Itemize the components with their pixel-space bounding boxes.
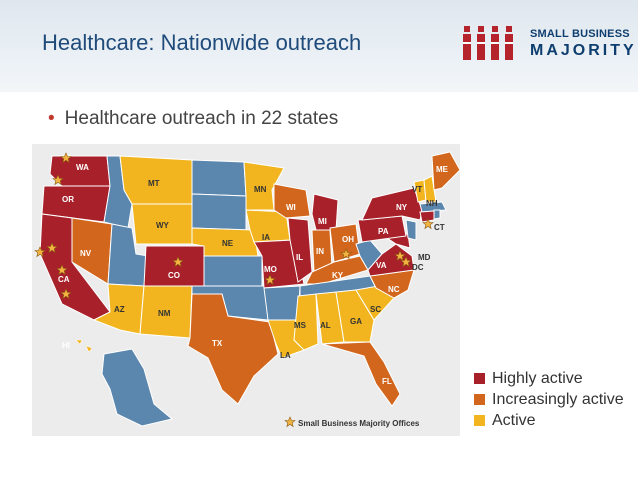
state-hi: [75, 339, 93, 353]
label-fl: FL: [382, 377, 392, 386]
office-star-icon: [60, 152, 72, 164]
label-mi: MI: [318, 217, 327, 226]
label-oh: OH: [342, 235, 354, 244]
us-map: WA OR CA NV MT WY CO AZ NM NE MN IA WI I…: [32, 144, 461, 436]
legend-item-active: Active: [474, 410, 624, 431]
label-il: IL: [296, 253, 303, 262]
label-nm: NM: [158, 309, 171, 318]
state-ks: [203, 255, 263, 287]
state-nd: [191, 159, 247, 197]
state-tx: [187, 293, 279, 405]
label-al: AL: [320, 321, 331, 330]
label-in: IN: [316, 247, 324, 256]
label-me: ME: [436, 165, 449, 174]
state-sd: [191, 193, 247, 231]
office-star-icon: [340, 248, 352, 260]
us-map-svg: WA OR CA NV MT WY CO AZ NM NE MN IA WI I…: [32, 144, 461, 436]
label-wa: WA: [76, 163, 89, 172]
state-mo: [253, 239, 305, 289]
state-ar: [263, 285, 301, 321]
label-wi: WI: [286, 203, 296, 212]
state-wi: [273, 183, 311, 219]
office-star-icon: [60, 288, 72, 300]
legend-item-highly: Highly active: [474, 368, 624, 389]
label-ia: IA: [262, 233, 270, 242]
label-la: LA: [280, 351, 291, 360]
label-ms: MS: [294, 321, 307, 330]
state-co: [143, 245, 205, 287]
label-md: MD: [418, 253, 431, 262]
label-ny: NY: [396, 203, 408, 212]
label-wy: WY: [156, 221, 170, 230]
label-mt: MT: [148, 179, 160, 188]
office-star-icon: [46, 242, 58, 254]
label-dc: DC: [412, 263, 424, 272]
state-labels: WA OR CA NV MT WY CO AZ NM NE MN IA WI I…: [58, 163, 449, 386]
label-pa: PA: [378, 227, 389, 236]
label-ct: CT: [434, 223, 445, 232]
office-star-icon: [422, 218, 434, 230]
state-me: [431, 151, 461, 191]
label-hi: HI: [62, 341, 70, 350]
state-ga: [335, 289, 375, 343]
bullet-point: • Healthcare outreach in 22 states: [48, 108, 338, 130]
label-sc: SC: [370, 305, 381, 314]
label-ca: CA: [58, 275, 70, 284]
slide-header: Healthcare: Nationwide outreach SMALL BU…: [0, 0, 638, 92]
legend-label: Active: [492, 411, 536, 429]
logo-line-2: MAJORITY: [530, 42, 637, 59]
label-vt: VT: [412, 185, 422, 194]
legend-label: Highly active: [492, 369, 583, 387]
logo-line-1: SMALL BUSINESS: [530, 28, 630, 40]
label-ne: NE: [222, 239, 234, 248]
state-nh: [423, 175, 437, 203]
state-ri: [433, 209, 441, 220]
office-star-icon: [394, 250, 406, 262]
legend-swatch: [474, 394, 485, 405]
label-nh: NH: [426, 199, 438, 208]
label-va: VA: [376, 261, 387, 270]
state-ms: [293, 293, 319, 351]
label-co: CO: [168, 271, 180, 280]
label-ga: GA: [350, 317, 362, 326]
bullet-text: Healthcare outreach in 22 states: [64, 108, 339, 129]
label-nc: NC: [388, 285, 400, 294]
legend-label: Increasingly active: [492, 390, 624, 408]
legend-item-increasing: Increasingly active: [474, 389, 624, 410]
label-or: OR: [62, 195, 74, 204]
map-legend: Highly active Increasingly active Active: [474, 368, 624, 431]
label-mn: MN: [254, 185, 267, 194]
state-il: [287, 217, 313, 283]
label-nv: NV: [80, 249, 92, 258]
state-va: [367, 243, 415, 277]
bullet-dot-icon: •: [48, 108, 55, 129]
label-az: AZ: [114, 305, 125, 314]
logo-figures-icon: [463, 26, 513, 60]
office-star-icon: [264, 274, 276, 286]
state-ak: [101, 348, 174, 427]
state-ny: [361, 187, 423, 221]
office-star-icon: [400, 256, 412, 268]
state-ct: [419, 210, 435, 223]
office-star-icon: [52, 174, 64, 186]
legend-swatch: [474, 415, 485, 426]
offices-caption-text: Small Business Majority Offices: [298, 419, 420, 428]
label-mo: MO: [264, 265, 277, 274]
label-ky: KY: [332, 271, 344, 280]
state-fl: [321, 341, 401, 407]
offices-caption: Small Business Majority Offices: [284, 416, 420, 428]
label-tx: TX: [212, 339, 223, 348]
office-star-icon: [172, 256, 184, 268]
state-nj: [405, 219, 417, 241]
slide-title: Healthcare: Nationwide outreach: [42, 30, 362, 55]
office-star-icon: [34, 246, 46, 258]
sbm-logo: SMALL BUSINESS MAJORITY: [462, 22, 634, 68]
legend-swatch: [474, 373, 485, 384]
office-star-icon: [56, 264, 68, 276]
office-stars: [34, 152, 434, 300]
caption-star-icon: [284, 416, 296, 428]
